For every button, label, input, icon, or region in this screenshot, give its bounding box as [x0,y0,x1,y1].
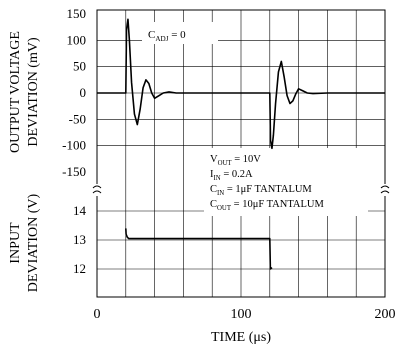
axis-break-gap [382,184,388,196]
y-axis-label-bottom: INPUT DEVIATION (V) [8,193,41,292]
axis-break-stroke [380,190,390,194]
axis-break-stroke [92,190,102,194]
y-tick-label-top: 50 [73,59,86,74]
axis-break-right [380,184,390,196]
y-tick-label-top: -150 [62,164,86,179]
x-tick-label: 200 [375,307,396,322]
y-tick-label-top: 0 [80,85,87,100]
y-tick-label-bottom: 13 [73,232,86,247]
y-axis-label-line: DEVIATION (V) [26,193,41,292]
axis-break-stroke [380,185,390,189]
output-voltage-series [97,18,385,150]
annotation-bg [204,148,368,216]
annotation-c-adj: CADJ = 0 [148,29,186,43]
y-tick-label-top: -100 [62,138,86,153]
y-tick-label-bottom: 14 [73,203,87,218]
y-axis-label-line: DEVIATION (mV) [26,37,41,147]
annotation-conditions: VOUT = 10V [210,154,261,167]
axis-break-gap [94,184,100,196]
y-tick-label-bottom: 12 [73,261,86,276]
y-tick-label-top: 100 [67,32,87,47]
axis-break-left [92,184,102,196]
annotation-conditions: COUT = 10μF TANTALUM [210,199,324,212]
annotation-bg [142,22,218,44]
x-tick-label: 0 [94,307,101,322]
y-axis-label-line: OUTPUT VOLTAGE [8,31,23,153]
y-axis-label-top: OUTPUT VOLTAGE DEVIATION (mV) [8,31,41,153]
x-tick-label: 100 [231,307,252,322]
annotation-conditions: IIN = 0.2A [210,169,253,182]
input-deviation-series [125,228,273,270]
y-tick-label-top: 150 [67,6,87,21]
y-tick-label-top: -50 [69,111,86,126]
x-axis-label: TIME (μs) [211,330,271,345]
y-axis-label-line: INPUT [8,222,23,264]
annotation-conditions: CIN = 1μF TANTALUM [210,184,312,197]
axis-break-stroke [92,185,102,189]
